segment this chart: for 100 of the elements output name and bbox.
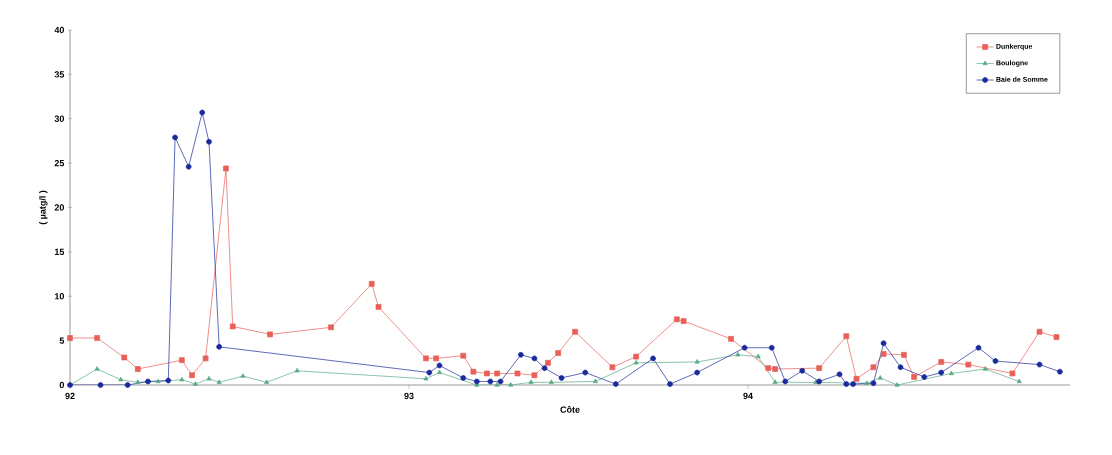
point	[145, 378, 151, 385]
point	[768, 344, 775, 351]
point	[179, 376, 185, 382]
point	[850, 381, 856, 387]
point	[368, 280, 375, 287]
point	[1036, 361, 1043, 368]
point	[836, 371, 843, 378]
point	[97, 382, 104, 388]
point	[494, 382, 500, 387]
point	[531, 372, 538, 379]
point	[192, 381, 198, 386]
point	[423, 375, 429, 381]
point	[735, 351, 741, 357]
point	[853, 375, 860, 382]
point	[921, 374, 928, 380]
point	[558, 375, 565, 381]
point	[487, 378, 494, 385]
point	[894, 382, 900, 387]
point	[911, 374, 917, 380]
point	[755, 353, 761, 359]
y-axis-title: ( µatg/l )	[39, 190, 48, 225]
point	[185, 163, 192, 170]
point	[528, 379, 534, 384]
point	[843, 333, 850, 340]
point	[460, 375, 467, 381]
point	[880, 351, 887, 357]
point	[799, 367, 806, 374]
point	[433, 355, 439, 362]
point	[508, 382, 514, 387]
point	[264, 379, 270, 384]
point	[1057, 368, 1063, 375]
point	[633, 359, 639, 365]
point	[267, 331, 273, 338]
point	[938, 369, 945, 376]
x-tick-label: 94	[743, 392, 753, 400]
point	[728, 336, 734, 342]
point	[541, 365, 548, 371]
point	[240, 373, 246, 378]
point	[172, 134, 178, 141]
y-tick-label: 40	[54, 26, 64, 34]
point	[206, 138, 212, 145]
point	[1053, 334, 1060, 340]
point	[189, 372, 195, 379]
point	[741, 344, 748, 351]
point	[202, 355, 209, 362]
point	[633, 353, 639, 360]
x-tick-label: 93	[404, 392, 414, 400]
point	[992, 358, 999, 364]
point	[229, 323, 236, 330]
point	[497, 378, 504, 385]
point	[765, 365, 772, 371]
point	[609, 364, 616, 371]
point	[1009, 370, 1016, 377]
point	[216, 344, 222, 350]
point	[1036, 328, 1043, 335]
point	[165, 377, 172, 384]
point	[938, 359, 945, 365]
point	[484, 370, 490, 377]
point	[294, 367, 300, 373]
point	[518, 351, 524, 358]
y-tick-label: 30	[54, 115, 64, 122]
point	[694, 369, 700, 376]
point	[772, 379, 778, 384]
y-tick-label: 35	[54, 71, 65, 78]
point	[897, 364, 904, 371]
point	[816, 365, 823, 371]
point	[199, 109, 206, 116]
point	[470, 368, 477, 375]
point	[870, 380, 877, 387]
point	[673, 316, 680, 323]
point	[67, 335, 73, 341]
point	[124, 382, 131, 388]
point	[436, 362, 443, 369]
point	[948, 370, 954, 376]
point	[473, 378, 480, 385]
x-axis-title: Côte	[560, 405, 580, 413]
point	[426, 369, 433, 376]
point	[880, 340, 887, 347]
point	[494, 370, 500, 377]
y-tick-label: 15	[54, 248, 65, 256]
point	[816, 378, 823, 385]
y-tick-label: 10	[54, 293, 64, 300]
point	[667, 381, 673, 387]
point	[375, 304, 382, 310]
point	[975, 344, 982, 351]
point	[680, 318, 687, 324]
point	[134, 366, 141, 372]
point	[870, 364, 877, 371]
point	[772, 366, 778, 372]
point	[1016, 378, 1022, 384]
x-tick-label: 92	[65, 392, 75, 400]
y-tick-label: 25	[54, 159, 65, 167]
point	[612, 381, 619, 387]
point	[965, 361, 972, 368]
point	[135, 379, 141, 384]
point	[592, 378, 598, 384]
point	[582, 369, 589, 376]
point	[982, 366, 988, 371]
point	[572, 328, 578, 335]
point	[94, 366, 100, 371]
